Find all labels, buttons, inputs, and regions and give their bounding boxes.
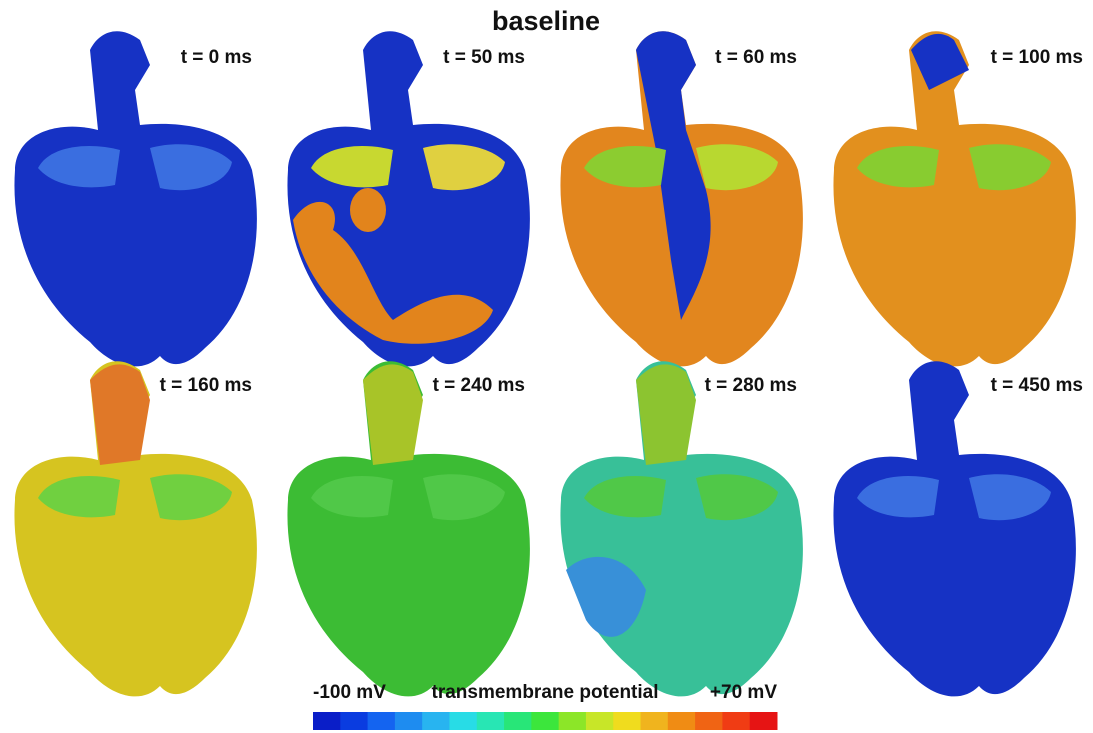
colorbar-step [722, 712, 750, 730]
colorbar-step [340, 712, 368, 730]
time-label: t = 450 ms [991, 375, 1083, 396]
colorbar-step [449, 712, 477, 730]
time-label: t = 280 ms [705, 375, 797, 396]
region [636, 364, 696, 465]
colorbar-max: +70 mV [710, 682, 777, 703]
colorbar-step [641, 712, 669, 730]
colorbar-step [668, 712, 696, 730]
time-label: t = 60 ms [715, 47, 797, 68]
figure: baseline [0, 0, 1093, 733]
time-label: t = 160 ms [160, 375, 252, 396]
heart-panel [287, 361, 529, 696]
activation-region [350, 188, 386, 232]
colorbar-step [477, 712, 505, 730]
colorbar-step [613, 712, 641, 730]
heart-panel [287, 31, 529, 366]
heart-panel [833, 361, 1075, 696]
heart [833, 361, 1075, 696]
colorbar-step [504, 712, 532, 730]
heart [833, 31, 1075, 366]
region [363, 364, 423, 465]
colorbar-step [586, 712, 614, 730]
time-label: t = 50 ms [443, 47, 525, 68]
figure-title: baseline [492, 6, 600, 36]
colorbar-step [559, 712, 587, 730]
colorbar [313, 712, 778, 730]
colorbar-step [695, 712, 723, 730]
colorbar-step [531, 712, 559, 730]
colorbar-title: transmembrane potential [432, 682, 659, 703]
heart [14, 31, 256, 366]
region [90, 364, 150, 465]
colorbar-step [422, 712, 450, 730]
colorbar-step [395, 712, 423, 730]
heart-panel [833, 31, 1075, 366]
heart-panel [560, 31, 802, 366]
colorbar-step [313, 712, 341, 730]
time-label: t = 0 ms [181, 47, 252, 68]
time-label: t = 240 ms [433, 375, 525, 396]
colorbar-min: -100 mV [313, 682, 386, 703]
colorbar-step [368, 712, 396, 730]
heart-panel [560, 361, 802, 696]
heart-panel [14, 361, 256, 696]
time-label: t = 100 ms [991, 47, 1083, 68]
colorbar-step [750, 712, 778, 730]
heart-panel [14, 31, 256, 366]
